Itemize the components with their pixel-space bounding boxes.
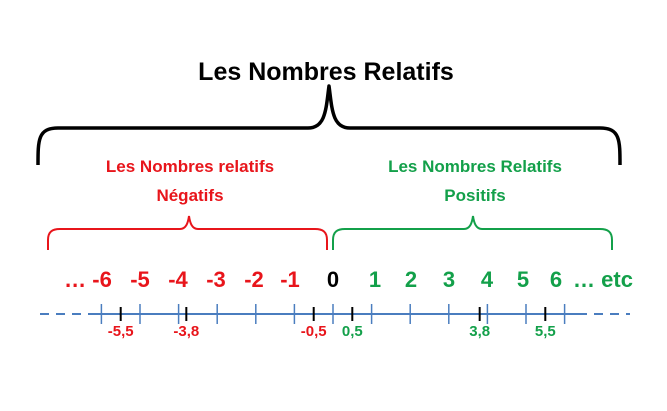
- decimal-mark-label: -3,8: [173, 323, 199, 340]
- decimal-mark-label: -5,5: [108, 323, 134, 340]
- decimal-marks: -5,5 -3,8 -0,5 0,5 3,8 5,5: [108, 307, 556, 340]
- integer-label: -1: [280, 267, 300, 292]
- main-brace: [36, 84, 622, 166]
- integer-label: 6: [550, 267, 562, 292]
- integer-label: 4: [481, 267, 494, 292]
- integer-label: 2: [405, 267, 417, 292]
- integer-label: … etc: [573, 267, 633, 292]
- integer-label: … -6: [64, 267, 112, 292]
- negative-group-label: Les Nombres relatifs: [106, 157, 274, 176]
- decimal-mark-label: -0,5: [301, 323, 327, 340]
- decimal-mark-label: 3,8: [469, 323, 490, 340]
- positive-group-sublabel: Positifs: [444, 186, 505, 205]
- integer-label: 0: [327, 267, 339, 292]
- integer-labels: … -6 -5 -4 -3 -2 -1 0 1 2 3 4 5 6 … etc: [64, 267, 633, 292]
- diagram-title: Les Nombres Relatifs: [198, 58, 454, 86]
- integer-label: -5: [130, 267, 150, 292]
- decimal-mark-label: 0,5: [342, 323, 363, 340]
- positive-brace: [332, 215, 613, 250]
- integer-label: 5: [517, 267, 529, 292]
- integer-label: 1: [369, 267, 381, 292]
- decimal-mark-label: 5,5: [535, 323, 556, 340]
- axis-ticks: [100, 304, 566, 324]
- negative-group-sublabel: Négatifs: [156, 186, 223, 205]
- positive-group-label: Les Nombres Relatifs: [388, 157, 562, 176]
- integer-label: -3: [206, 267, 226, 292]
- integer-label: -2: [244, 267, 264, 292]
- integer-label: -4: [168, 267, 188, 292]
- negative-brace: [47, 215, 328, 250]
- integer-label: 3: [443, 267, 455, 292]
